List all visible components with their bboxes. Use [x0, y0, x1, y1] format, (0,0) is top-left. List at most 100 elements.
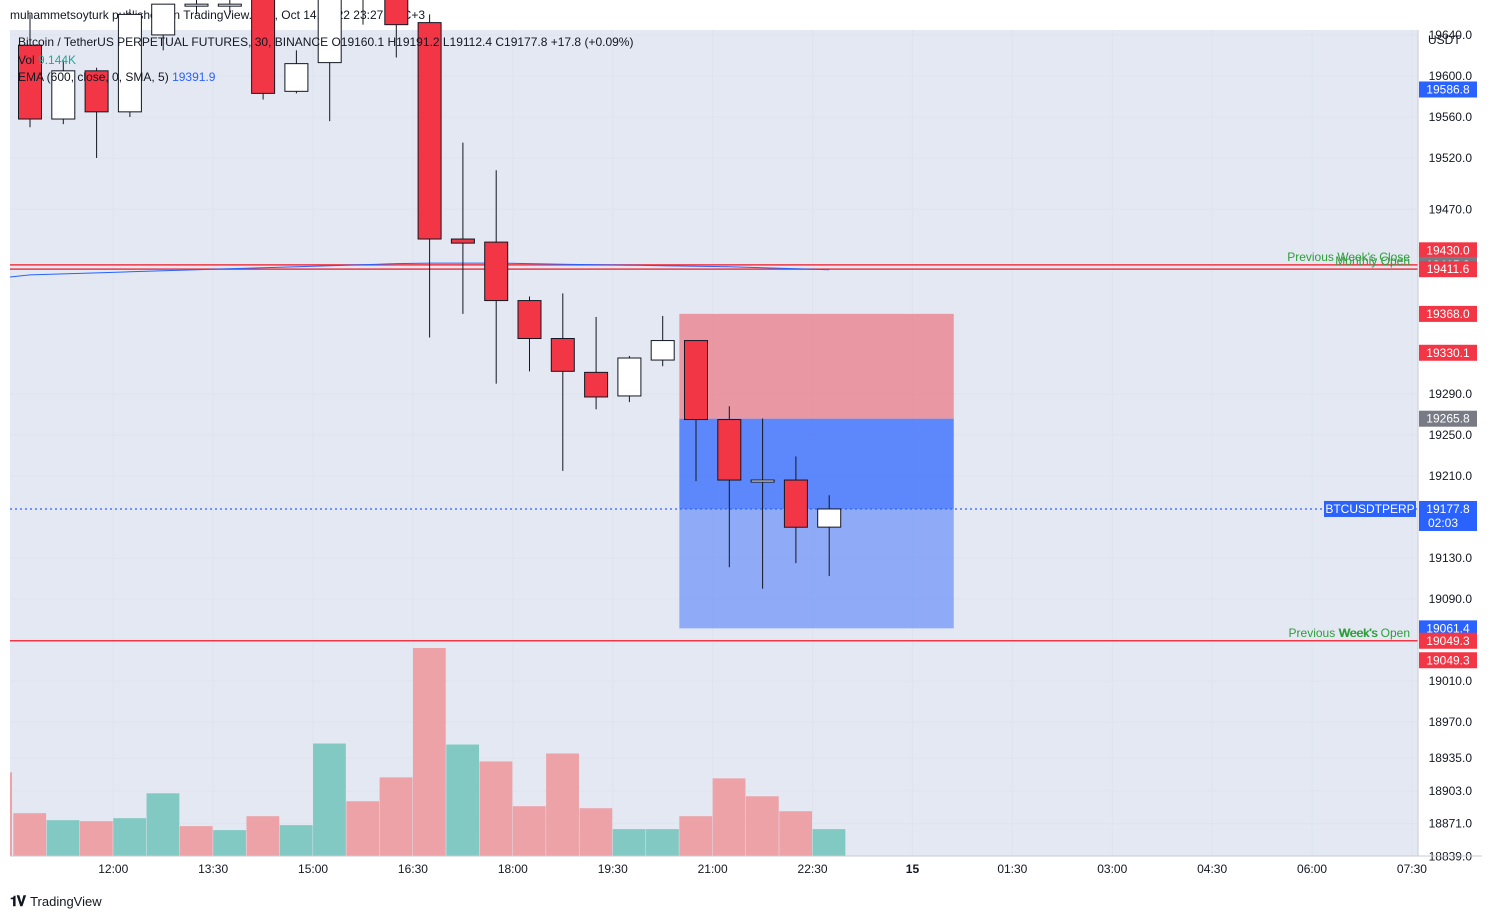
price-tag[interactable]: [1419, 81, 1477, 98]
candle-body: [18, 44, 42, 120]
price-tag-text: 19586.8: [1426, 82, 1470, 96]
candle: [584, 316, 609, 410]
candle: [817, 495, 842, 577]
price-tick-label: 19560.0: [1429, 110, 1473, 124]
stop-loss-zone[interactable]: [679, 313, 954, 419]
ema-value: 19391.9: [172, 70, 216, 84]
price-axis-background: [1418, 30, 1482, 856]
price-tag[interactable]: [1419, 620, 1477, 637]
candle: [362, 0, 364, 25]
candle: [517, 296, 542, 372]
volume-bar: [146, 793, 180, 856]
price-tag[interactable]: [1419, 410, 1477, 427]
level-label[interactable]: Monthly Open: [1335, 254, 1410, 268]
level-label[interactable]: Previous Week's Open: [1289, 626, 1410, 640]
candle: [217, 0, 242, 15]
time-axis-background: [10, 856, 1482, 884]
legend-volume-row[interactable]: Vol 9.144K: [18, 53, 76, 67]
candle: [417, 14, 442, 338]
volume-bar: [512, 806, 546, 856]
volume-label: Vol: [18, 53, 35, 67]
candle-body: [717, 419, 742, 481]
symbol-tag[interactable]: [1324, 500, 1416, 517]
price-tag[interactable]: [1419, 305, 1477, 322]
price-tick-label: 19470.0: [1429, 202, 1473, 216]
volume-bar: [279, 825, 313, 856]
candle-body: [450, 238, 475, 244]
volume-bar: [712, 778, 746, 856]
candle-body: [184, 3, 209, 7]
candle: [284, 50, 309, 94]
candle-body: [417, 22, 442, 240]
price-tick-label: 18970.0: [1429, 715, 1473, 729]
candle-body: [550, 338, 575, 372]
candle-body: [817, 508, 842, 528]
price-tag-text: 19265.8: [1426, 412, 1470, 426]
candle-body: [684, 340, 708, 421]
time-tick-label: 22:30: [798, 862, 828, 876]
time-axis[interactable]: 12:00 13:30 15:00 16:30 18:00 19:30 21:00 22:30…: [98, 862, 1427, 876]
volume-bar: [379, 777, 413, 856]
volume-bar: [246, 816, 280, 856]
candle-body: [750, 479, 775, 483]
time-tick-label: 04:30: [1197, 862, 1227, 876]
volume-bar: [779, 811, 813, 856]
candle-body: [517, 300, 542, 340]
candle: [18, 14, 42, 128]
price-tick-label: 19640.0: [1429, 28, 1473, 42]
footer-brand[interactable]: 𝟏𝐕 TradingView: [10, 893, 102, 910]
ema-label: EMA (600, close, 0, SMA, 5): [18, 70, 169, 84]
price-tag[interactable]: [1419, 344, 1477, 361]
time-tick-label: 15: [906, 862, 920, 876]
volume-bar: [346, 801, 380, 856]
volume-bar: [745, 796, 779, 856]
time-tick-label: 15:00: [298, 862, 328, 876]
tradingview-logo-icon: 𝟏𝐕: [10, 893, 26, 909]
price-tick-label: 19290.0: [1429, 387, 1473, 401]
legend-ema-row[interactable]: EMA (600, close, 0, SMA, 5) 19391.9: [18, 70, 215, 84]
candle: [717, 406, 742, 568]
volume-bar: [10, 772, 12, 856]
take-profit-zone[interactable]: [679, 508, 954, 629]
bar-countdown: 02:03: [1428, 516, 1458, 530]
time-tick-label: 07:30: [1397, 862, 1427, 876]
price-tag[interactable]: [1419, 632, 1477, 649]
candles: [18, 0, 842, 589]
volume-bar: [113, 818, 147, 856]
level-label-overlap: Week's: [1339, 626, 1378, 640]
symbol-title[interactable]: Bitcoin / TetherUS PERPETUAL FUTURES, 30…: [18, 35, 329, 49]
time-tick-label: 21:00: [698, 862, 728, 876]
candle: [151, 3, 176, 51]
volume-bar: [46, 820, 80, 856]
symbol-tag-text: BTCUSDTPERP: [1325, 502, 1414, 516]
price-tick-label: 19090.0: [1429, 592, 1473, 606]
candle: [484, 170, 509, 384]
price-tag[interactable]: [1419, 261, 1477, 278]
volume-bar: [179, 826, 213, 856]
candle: [317, 0, 342, 122]
time-tick-label: 19:30: [598, 862, 628, 876]
candle: [450, 142, 475, 314]
candle-body: [384, 0, 409, 26]
candle-body: [251, 0, 276, 94]
candle: [550, 293, 575, 471]
level-label[interactable]: Previous Week's Close: [1287, 250, 1410, 264]
ema-path: [9, 262, 830, 278]
volume-bar: [213, 830, 246, 856]
candle: [684, 340, 708, 482]
candle-body: [783, 479, 808, 528]
price-tag[interactable]: [1419, 242, 1477, 259]
volume-bar: [446, 744, 480, 856]
candle-body: [317, 0, 342, 64]
volume-bar: [812, 829, 846, 856]
candle-body: [650, 340, 675, 361]
price-tag[interactable]: [1419, 652, 1477, 669]
candle-body: [117, 13, 142, 113]
time-tick-label: 01:30: [997, 862, 1027, 876]
current-price-tag[interactable]: [1419, 500, 1477, 531]
candle: [384, 0, 409, 58]
currency-label: USDT: [1428, 33, 1461, 47]
